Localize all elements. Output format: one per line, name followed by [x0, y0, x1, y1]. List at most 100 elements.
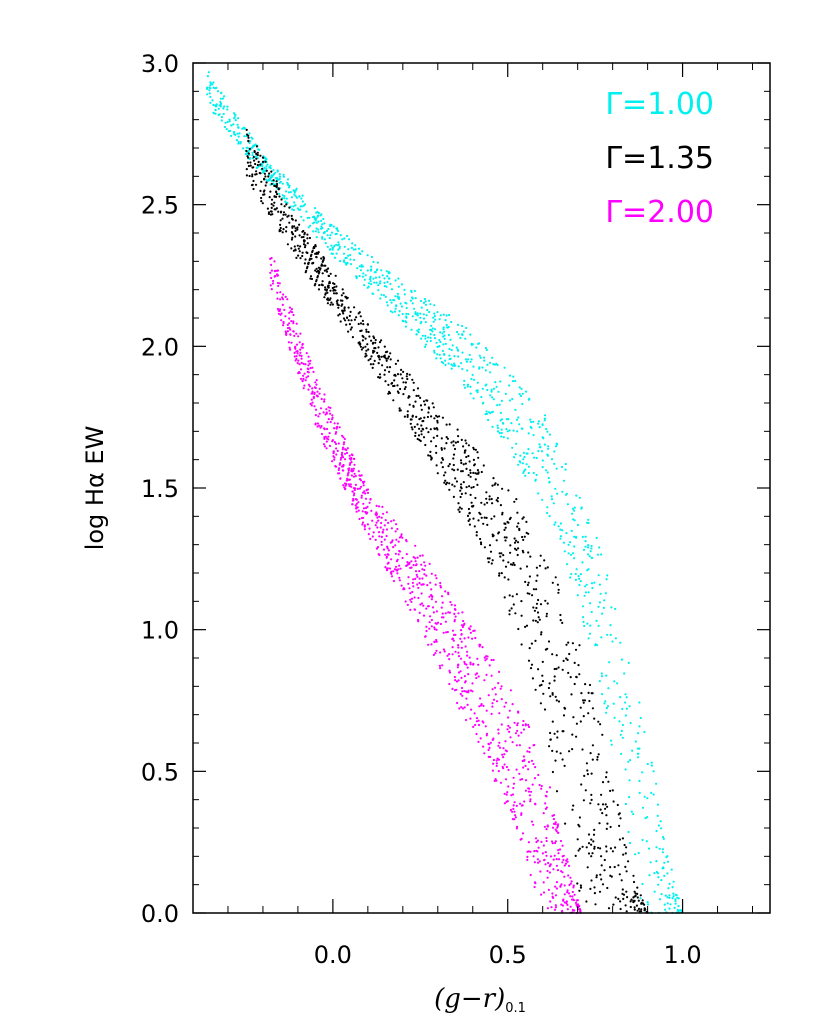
data-point [465, 663, 468, 666]
data-point [540, 631, 543, 634]
data-point [512, 603, 515, 606]
data-point [296, 352, 299, 355]
data-point [252, 155, 255, 159]
data-point [549, 864, 552, 867]
data-point [312, 395, 315, 398]
data-point [552, 896, 555, 900]
data-point [276, 169, 279, 172]
data-point [468, 460, 471, 463]
data-point [551, 653, 554, 656]
data-point [307, 262, 310, 265]
data-point [247, 164, 250, 168]
data-point [392, 384, 395, 388]
data-point [288, 322, 291, 325]
data-point [343, 486, 346, 489]
data-point [475, 531, 478, 534]
data-point [567, 543, 570, 546]
data-point [432, 611, 435, 614]
data-point [603, 702, 606, 705]
data-point [645, 840, 648, 843]
data-point [578, 889, 581, 892]
data-point [417, 434, 421, 437]
data-point [328, 248, 331, 251]
data-point [366, 523, 369, 526]
data-point [667, 887, 670, 890]
data-point [543, 559, 546, 562]
data-point [604, 592, 608, 595]
data-point [660, 893, 663, 896]
data-point [278, 173, 281, 176]
data-point [485, 673, 488, 677]
data-point [491, 410, 494, 413]
data-point [406, 372, 409, 375]
data-point [537, 492, 540, 495]
data-point [439, 357, 442, 360]
data-point [491, 688, 494, 691]
data-point [286, 178, 290, 181]
data-point [288, 184, 291, 187]
data-point [634, 740, 637, 743]
data-point [569, 553, 573, 556]
data-point [506, 728, 509, 731]
data-point [483, 356, 486, 359]
data-point [475, 717, 479, 720]
data-point [364, 355, 367, 358]
data-point [391, 539, 394, 542]
data-point [526, 592, 529, 595]
data-point [529, 798, 532, 801]
data-point [432, 316, 435, 319]
data-point [297, 335, 300, 338]
data-point [350, 319, 353, 322]
data-point [293, 351, 296, 354]
data-point [586, 773, 590, 776]
data-point [409, 598, 412, 601]
data-point [414, 577, 417, 581]
data-point [380, 269, 383, 272]
data-point [291, 226, 294, 229]
data-point [430, 457, 433, 460]
data-point [527, 432, 530, 435]
data-point [462, 623, 465, 627]
data-point [311, 401, 314, 404]
data-point [282, 213, 285, 216]
data-point [463, 637, 466, 640]
data-point [220, 119, 223, 122]
data-point [320, 263, 323, 266]
data-point [230, 134, 233, 137]
data-point [418, 611, 421, 615]
data-point [569, 576, 572, 579]
data-point [285, 331, 288, 334]
data-point [399, 387, 402, 391]
data-point [299, 351, 302, 354]
data-point [569, 895, 572, 898]
data-point [509, 516, 512, 519]
data-point [506, 430, 509, 433]
data-point [333, 282, 336, 286]
data-point [441, 332, 444, 335]
data-point [302, 362, 305, 365]
data-point [555, 750, 558, 753]
data-point [444, 479, 447, 482]
data-point [419, 404, 423, 407]
data-point [521, 759, 524, 763]
data-point [573, 506, 576, 509]
data-point [630, 810, 633, 813]
data-point [343, 307, 346, 310]
data-point [414, 431, 417, 434]
data-point [579, 706, 582, 709]
data-point [569, 541, 572, 544]
data-point [327, 299, 330, 302]
data-point [364, 337, 367, 340]
data-point [398, 409, 401, 412]
data-point [674, 902, 677, 905]
data-point [515, 768, 518, 771]
data-point [427, 454, 430, 457]
data-point [337, 468, 340, 471]
data-point [608, 661, 611, 664]
data-point [506, 437, 509, 440]
data-point [563, 875, 566, 878]
data-point [332, 452, 335, 455]
data-point [569, 676, 572, 679]
data-point [551, 892, 554, 895]
data-point [383, 373, 386, 376]
